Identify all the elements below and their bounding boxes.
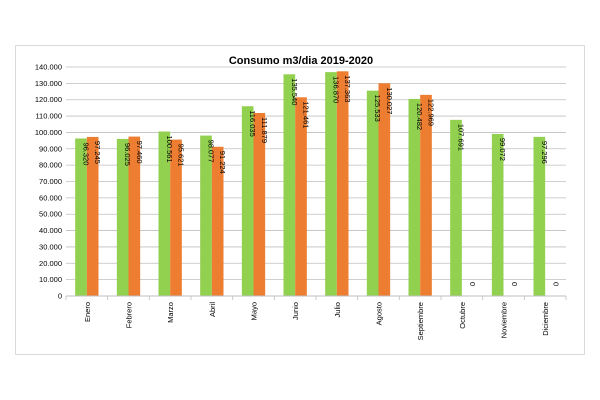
bar bbox=[533, 136, 546, 296]
y-tick-label: 60.000 bbox=[39, 193, 62, 202]
bar bbox=[450, 119, 462, 296]
bar bbox=[378, 83, 391, 296]
chart-frame: Consumo m3/dia 2019-2020 96.320 97.245 96.… bbox=[15, 45, 585, 355]
y-tick-label: 30.000 bbox=[39, 242, 62, 251]
y-tick-label: 100.000 bbox=[35, 128, 62, 137]
data-label: 96.320 bbox=[82, 142, 91, 165]
data-label: 107.691 bbox=[457, 124, 466, 151]
bar bbox=[170, 139, 182, 296]
bars bbox=[75, 71, 546, 296]
data-label: 136.870 bbox=[332, 76, 341, 103]
bar bbox=[241, 106, 254, 296]
x-tick-label: Julio bbox=[333, 302, 342, 317]
x-tick-label: Noviembre bbox=[500, 302, 509, 338]
data-label: 96.025 bbox=[123, 143, 132, 166]
y-tick-label: 80.000 bbox=[39, 161, 62, 170]
data-label: 99.072 bbox=[498, 138, 507, 161]
data-label: 95.621 bbox=[177, 144, 186, 167]
y-tick-label: 50.000 bbox=[39, 210, 62, 219]
x-tick-label: Septiembre bbox=[416, 302, 425, 340]
data-label: 0 bbox=[510, 282, 519, 286]
bar bbox=[408, 98, 421, 296]
data-label: 97.296 bbox=[540, 141, 549, 164]
data-label: 125.533 bbox=[373, 95, 382, 122]
x-tick-label: Junio bbox=[291, 302, 300, 320]
y-tick-label: 110.000 bbox=[35, 112, 62, 121]
data-label: 120.482 bbox=[415, 103, 424, 130]
data-label: 116.035 bbox=[248, 110, 257, 137]
x-tick-label: Marzo bbox=[166, 302, 175, 323]
x-tick-label: Abril bbox=[208, 302, 217, 317]
data-label: 97.245 bbox=[93, 141, 102, 164]
y-tick-label: 90.000 bbox=[39, 144, 62, 153]
y-tick-label: 70.000 bbox=[39, 177, 62, 186]
data-label: 91.224 bbox=[218, 151, 227, 174]
bar bbox=[491, 133, 504, 296]
data-label: 121.461 bbox=[302, 101, 311, 128]
x-tick-label: Mayo bbox=[250, 302, 259, 320]
x-tick-label: Enero bbox=[83, 302, 92, 322]
bar bbox=[283, 74, 296, 296]
bar bbox=[86, 136, 99, 296]
data-label: 100.561 bbox=[165, 136, 174, 163]
bar bbox=[200, 135, 212, 296]
y-tick-label: 120.000 bbox=[35, 95, 62, 104]
bar bbox=[128, 136, 141, 296]
data-label: 130.027 bbox=[385, 87, 394, 114]
y-tick-label: 20.000 bbox=[39, 259, 62, 268]
data-label: 137.363 bbox=[343, 75, 352, 102]
x-tick-label: Febrero bbox=[125, 302, 134, 328]
y-tick-label: 10.000 bbox=[39, 275, 62, 284]
bar-chart: Consumo m3/dia 2019-2020 96.320 97.245 96.… bbox=[35, 55, 567, 340]
chart-title: Consumo m3/dia 2019-2020 bbox=[229, 55, 373, 67]
data-label: 122.969 bbox=[427, 99, 436, 126]
x-tick-label: Octubre bbox=[458, 302, 467, 329]
bar bbox=[211, 146, 224, 296]
data-label: 135.540 bbox=[290, 78, 299, 105]
bar bbox=[75, 138, 87, 296]
bar bbox=[158, 131, 171, 296]
y-tick-label: 0 bbox=[58, 292, 62, 301]
y-tick-label: 130.000 bbox=[35, 79, 62, 88]
bar bbox=[253, 112, 266, 296]
gridlines bbox=[66, 66, 566, 297]
bar bbox=[116, 138, 129, 296]
y-tick-label: 40.000 bbox=[39, 226, 62, 235]
data-labels: 96.320 97.245 96.025 97.460 100.561 95.621 98.… bbox=[82, 75, 561, 286]
bar bbox=[366, 90, 379, 296]
bar bbox=[336, 71, 349, 296]
data-label: 111.879 bbox=[260, 117, 269, 143]
y-tick-label: 140.000 bbox=[35, 63, 62, 72]
data-label: 98.077 bbox=[207, 140, 216, 163]
bar bbox=[420, 94, 432, 296]
x-tick-label: Diciembre bbox=[541, 302, 550, 336]
axes: 0 10.000 20.000 30.000 40.000 50.000 60.000 70.… bbox=[35, 63, 567, 340]
data-label: 0 bbox=[552, 282, 561, 286]
data-label: 0 bbox=[468, 282, 477, 286]
bar bbox=[325, 72, 337, 296]
bar bbox=[295, 97, 307, 296]
data-label: 97.460 bbox=[135, 141, 144, 164]
x-tick-label: Agosto bbox=[375, 302, 384, 325]
